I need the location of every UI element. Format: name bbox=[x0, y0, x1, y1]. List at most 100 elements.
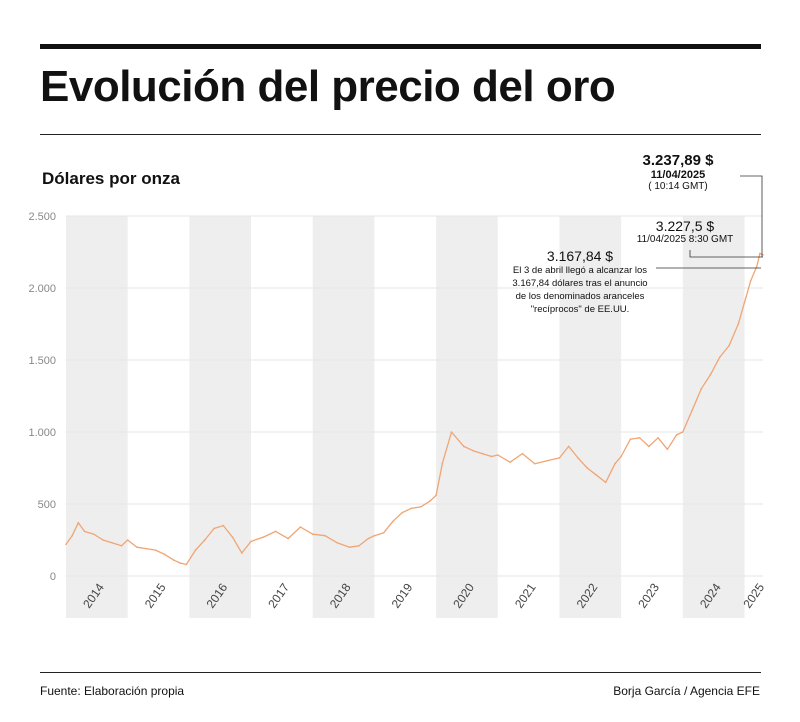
price-point bbox=[287, 537, 289, 540]
price-point bbox=[759, 252, 761, 255]
record-value: 3.237,89 $ bbox=[642, 152, 714, 169]
price-point bbox=[675, 434, 678, 436]
price-point bbox=[595, 474, 598, 477]
price-point bbox=[429, 500, 431, 502]
y-tick-label: 1.500 bbox=[28, 355, 56, 367]
price-point bbox=[620, 455, 622, 458]
price-point bbox=[348, 546, 351, 548]
price-point bbox=[657, 436, 659, 439]
footer-divider bbox=[40, 672, 761, 673]
price-point bbox=[185, 563, 188, 566]
intraday-annotation: 3.227,5 $ 11/04/2025 8:30 GMT bbox=[630, 218, 740, 245]
price-point bbox=[250, 540, 252, 543]
year-band bbox=[559, 216, 622, 618]
price-point bbox=[231, 536, 234, 538]
price-point bbox=[120, 544, 123, 547]
price-point bbox=[521, 452, 524, 455]
y-tick-label: 1.000 bbox=[28, 427, 56, 439]
price-point bbox=[614, 462, 616, 465]
price-point bbox=[450, 431, 453, 433]
price-point bbox=[709, 373, 712, 376]
price-point bbox=[136, 546, 138, 548]
price-point bbox=[311, 533, 314, 536]
year-band bbox=[682, 216, 745, 618]
x-tick-label: 2019 bbox=[389, 580, 416, 610]
price-point bbox=[358, 544, 360, 547]
price-point bbox=[173, 559, 175, 561]
price-point bbox=[533, 462, 536, 465]
price-point bbox=[749, 280, 752, 282]
price-point bbox=[324, 534, 326, 537]
top-rule bbox=[40, 44, 761, 49]
record-date: 11/04/2025 bbox=[650, 169, 706, 181]
y-tick-label: 500 bbox=[38, 499, 56, 511]
record-time: ( 10:14 GMT) bbox=[648, 181, 708, 192]
price-point bbox=[719, 356, 721, 358]
source-text: Fuente: Elaboración propia bbox=[40, 684, 185, 698]
intraday-date: 11/04/2025 8:30 GMT bbox=[636, 234, 734, 245]
price-point bbox=[546, 460, 548, 462]
chart-unit-label: Dólares por onza bbox=[42, 169, 180, 188]
price-point bbox=[203, 539, 206, 541]
price-point bbox=[65, 543, 67, 546]
price-point bbox=[648, 445, 650, 448]
price-point bbox=[472, 449, 474, 452]
price-point bbox=[367, 537, 370, 540]
price-point bbox=[728, 344, 730, 347]
price-point bbox=[262, 536, 265, 538]
price-point bbox=[83, 530, 86, 533]
april-annotation: 3.167,84 $ El 3 de abril llegó a alcanza… bbox=[510, 248, 650, 316]
april-note: El 3 de abril llegó a alcanzar los 3.167… bbox=[512, 265, 648, 315]
price-point bbox=[240, 552, 243, 554]
price-point bbox=[154, 549, 157, 551]
price-point bbox=[509, 461, 511, 464]
price-point bbox=[410, 507, 413, 510]
price-point bbox=[71, 534, 73, 537]
y-tick-label: 2.500 bbox=[28, 211, 56, 223]
year-band bbox=[66, 216, 128, 618]
intraday-leader bbox=[689, 250, 763, 258]
price-point bbox=[682, 431, 684, 433]
y-tick-label: 2.000 bbox=[28, 283, 56, 295]
price-point bbox=[126, 539, 129, 541]
price-point bbox=[762, 254, 764, 256]
price-point bbox=[577, 457, 579, 459]
price-point bbox=[194, 549, 197, 551]
title-divider bbox=[40, 134, 761, 135]
price-point bbox=[441, 462, 444, 465]
price-point bbox=[496, 454, 499, 456]
price-point bbox=[567, 445, 570, 448]
credit-text: Borja García / Agencia EFE bbox=[613, 684, 760, 698]
price-point bbox=[558, 457, 561, 459]
price-point bbox=[392, 520, 394, 523]
price-point bbox=[691, 409, 693, 412]
price-point bbox=[490, 455, 493, 458]
year-band bbox=[312, 216, 375, 618]
price-point bbox=[274, 530, 277, 533]
price-point bbox=[481, 452, 484, 455]
price-point bbox=[179, 562, 181, 564]
page-title: Evolución del precio del oro bbox=[40, 62, 616, 111]
x-tick-label: 2015 bbox=[142, 580, 169, 610]
x-tick-label: 2017 bbox=[265, 580, 292, 610]
record-leader bbox=[740, 175, 763, 257]
x-tick-label: 2021 bbox=[512, 580, 539, 610]
year-band bbox=[436, 216, 498, 618]
april-value: 3.167,84 $ bbox=[546, 248, 614, 264]
price-point bbox=[382, 532, 385, 534]
x-tick-label: 2023 bbox=[635, 580, 662, 610]
price-point bbox=[463, 445, 465, 448]
price-point bbox=[111, 542, 114, 544]
price-point bbox=[586, 467, 589, 469]
price-point bbox=[299, 526, 302, 528]
price-point bbox=[401, 511, 403, 514]
intraday-value: 3.227,5 $ bbox=[655, 218, 715, 234]
price-point bbox=[638, 436, 641, 439]
price-point bbox=[92, 533, 95, 536]
price-point bbox=[419, 506, 422, 508]
record-annotation: 3.237,89 $ 11/04/2025 ( 10:14 GMT) bbox=[628, 152, 728, 192]
price-point bbox=[435, 494, 437, 497]
price-point bbox=[743, 301, 746, 304]
price-point bbox=[700, 388, 703, 390]
